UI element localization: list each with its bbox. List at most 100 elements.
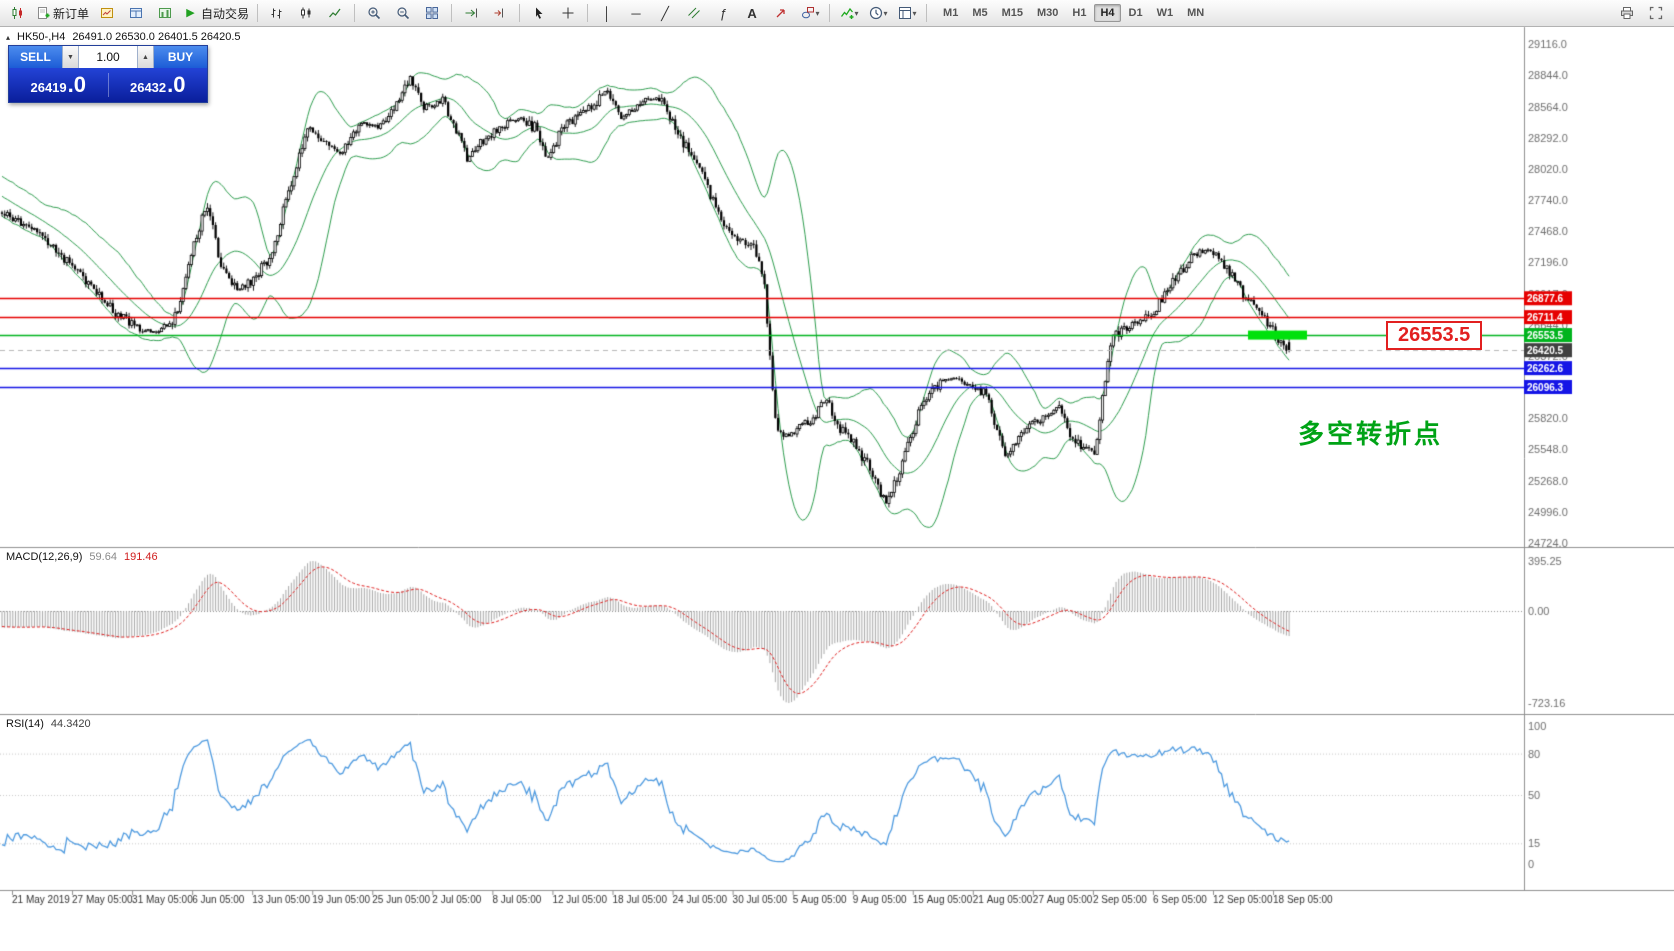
fibonacci-icon: ƒ	[719, 5, 727, 21]
auto-scroll-icon	[464, 6, 478, 20]
indicators-button[interactable]: ▾	[835, 2, 863, 24]
timeframe-w1-button[interactable]: W1	[1156, 7, 1174, 19]
fullscreen-icon	[1649, 6, 1663, 20]
trendline-icon: ╱	[661, 5, 669, 21]
buy-price-main: 26432	[129, 80, 167, 95]
volume-increase-button[interactable]: ▲	[137, 46, 154, 68]
crosshair-button[interactable]	[554, 2, 582, 24]
arrow-pointer-icon	[532, 6, 546, 20]
navigator-button[interactable]	[151, 2, 179, 24]
timeframe-d1-button[interactable]: D1	[1128, 7, 1143, 19]
timeframe-m5-button[interactable]: M5	[972, 7, 988, 19]
play-icon: ▶	[186, 6, 195, 19]
periods-button[interactable]: ▾	[864, 2, 892, 24]
crosshair-icon	[561, 6, 575, 20]
chevron-down-icon: ▾	[883, 8, 888, 18]
horizontal-line-icon: ─	[631, 5, 641, 21]
sell-price-pips: .0	[67, 72, 86, 97]
buy-price-pips: .0	[167, 72, 186, 97]
tile-windows-button[interactable]	[418, 2, 446, 24]
template-button[interactable]: ▾	[893, 2, 921, 24]
shapes-icon	[801, 6, 815, 20]
macd-indicator-label: MACD(12,26,9) 59.64 191.46	[6, 551, 158, 563]
rsi-name: RSI(14)	[6, 718, 44, 730]
macd-name: MACD(12,26,9)	[6, 551, 83, 563]
chart-collapse-toggle[interactable]: ▴	[6, 32, 11, 42]
print-button[interactable]	[1613, 2, 1641, 24]
market-watch-button[interactable]	[93, 2, 121, 24]
candlestick-chart-button[interactable]	[292, 2, 320, 24]
toolbar-separator	[257, 4, 259, 22]
toolbar-separator	[451, 4, 453, 22]
trendline-button[interactable]: ╱	[651, 2, 679, 24]
fibonacci-button[interactable]: ƒ	[709, 2, 737, 24]
printer-icon	[1620, 6, 1634, 20]
shapes-button[interactable]: ▾	[796, 2, 824, 24]
toolbar-separator	[354, 4, 356, 22]
trade-panel-prices: 26419.0 26432.0	[9, 68, 207, 102]
timeframe-m30-button[interactable]: M30	[1037, 7, 1059, 19]
text-button[interactable]: A	[738, 2, 766, 24]
rsi-indicator-label: RSI(14) 44.3420	[6, 718, 91, 730]
toolbar-separator	[519, 4, 521, 22]
timeframe-toolbar: M1 M5 M15 M30 H1 H4 D1 W1 MN	[936, 4, 1211, 22]
bar-chart-icon	[270, 6, 284, 20]
auto-trading-label: 自动交易	[201, 6, 250, 21]
line-chart-button[interactable]	[321, 2, 349, 24]
zoom-in-icon	[367, 6, 381, 20]
timeframe-m15-button[interactable]: M15	[1001, 7, 1023, 19]
fullscreen-button[interactable]	[1642, 2, 1670, 24]
arrow-label-button[interactable]	[767, 2, 795, 24]
chart-symbol-period: HK50-,H4	[17, 31, 66, 43]
sell-price[interactable]: 26419.0	[9, 74, 108, 96]
template-icon	[898, 6, 912, 20]
auto-scroll-button[interactable]	[457, 2, 485, 24]
chart-shift-icon	[493, 6, 507, 20]
new-chart-button[interactable]	[4, 2, 32, 24]
buy-button[interactable]: BUY	[154, 46, 207, 68]
cursor-button[interactable]	[525, 2, 553, 24]
zoom-out-button[interactable]	[389, 2, 417, 24]
chart-shift-button[interactable]	[486, 2, 514, 24]
market-watch-icon	[100, 6, 114, 20]
vertical-line-icon: │	[602, 5, 612, 21]
bar-chart-button[interactable]	[263, 2, 291, 24]
channel-button[interactable]	[680, 2, 708, 24]
rsi-value: 44.3420	[50, 718, 91, 730]
auto-trading-button[interactable]: ▶ 自动交易	[180, 2, 252, 24]
timeframe-h1-button[interactable]: H1	[1072, 7, 1087, 19]
horizontal-line-button[interactable]: ─	[622, 2, 650, 24]
chevron-down-icon: ▾	[815, 8, 820, 18]
sell-button[interactable]: SELL	[9, 46, 62, 68]
tile-windows-icon	[425, 6, 439, 20]
buy-price[interactable]: 26432.0	[109, 74, 208, 96]
one-click-trading-panel: SELL ▼ 1.00 ▲ BUY 26419.0 26432.0	[8, 45, 208, 103]
text-icon: A	[747, 5, 757, 21]
data-window-icon	[129, 6, 143, 20]
toolbar-separator	[926, 4, 928, 22]
new-order-button[interactable]: 新订单	[33, 2, 92, 24]
timeframe-m1-button[interactable]: M1	[943, 7, 959, 19]
navigator-icon	[158, 6, 172, 20]
volume-decrease-button[interactable]: ▼	[62, 46, 79, 68]
volume-input[interactable]: 1.00	[79, 46, 137, 68]
timeframe-h4-button[interactable]: H4	[1094, 4, 1121, 22]
arrow-label-icon	[774, 6, 788, 20]
new-chart-icon	[11, 6, 25, 20]
data-window-button[interactable]	[122, 2, 150, 24]
chevron-down-icon: ▾	[912, 8, 917, 18]
clock-icon	[869, 6, 883, 20]
vertical-line-button[interactable]: │	[593, 2, 621, 24]
zoom-out-icon	[396, 6, 410, 20]
toolbar-separator	[829, 4, 831, 22]
line-chart-icon	[328, 6, 342, 20]
main-toolbar: 新订单 ▶ 自动交易 │ ─ ╱ ƒ A ▾ ▾ ▾ ▾ M1 M5 M15 M30 H…	[0, 0, 1674, 27]
new-order-icon	[36, 6, 50, 20]
zoom-in-button[interactable]	[360, 2, 388, 24]
trade-panel-controls: SELL ▼ 1.00 ▲ BUY	[9, 46, 207, 68]
indicators-icon	[840, 6, 854, 20]
timeframe-mn-button[interactable]: MN	[1187, 7, 1205, 19]
macd-value-main: 59.64	[89, 551, 117, 563]
chevron-down-icon: ▾	[854, 8, 859, 18]
